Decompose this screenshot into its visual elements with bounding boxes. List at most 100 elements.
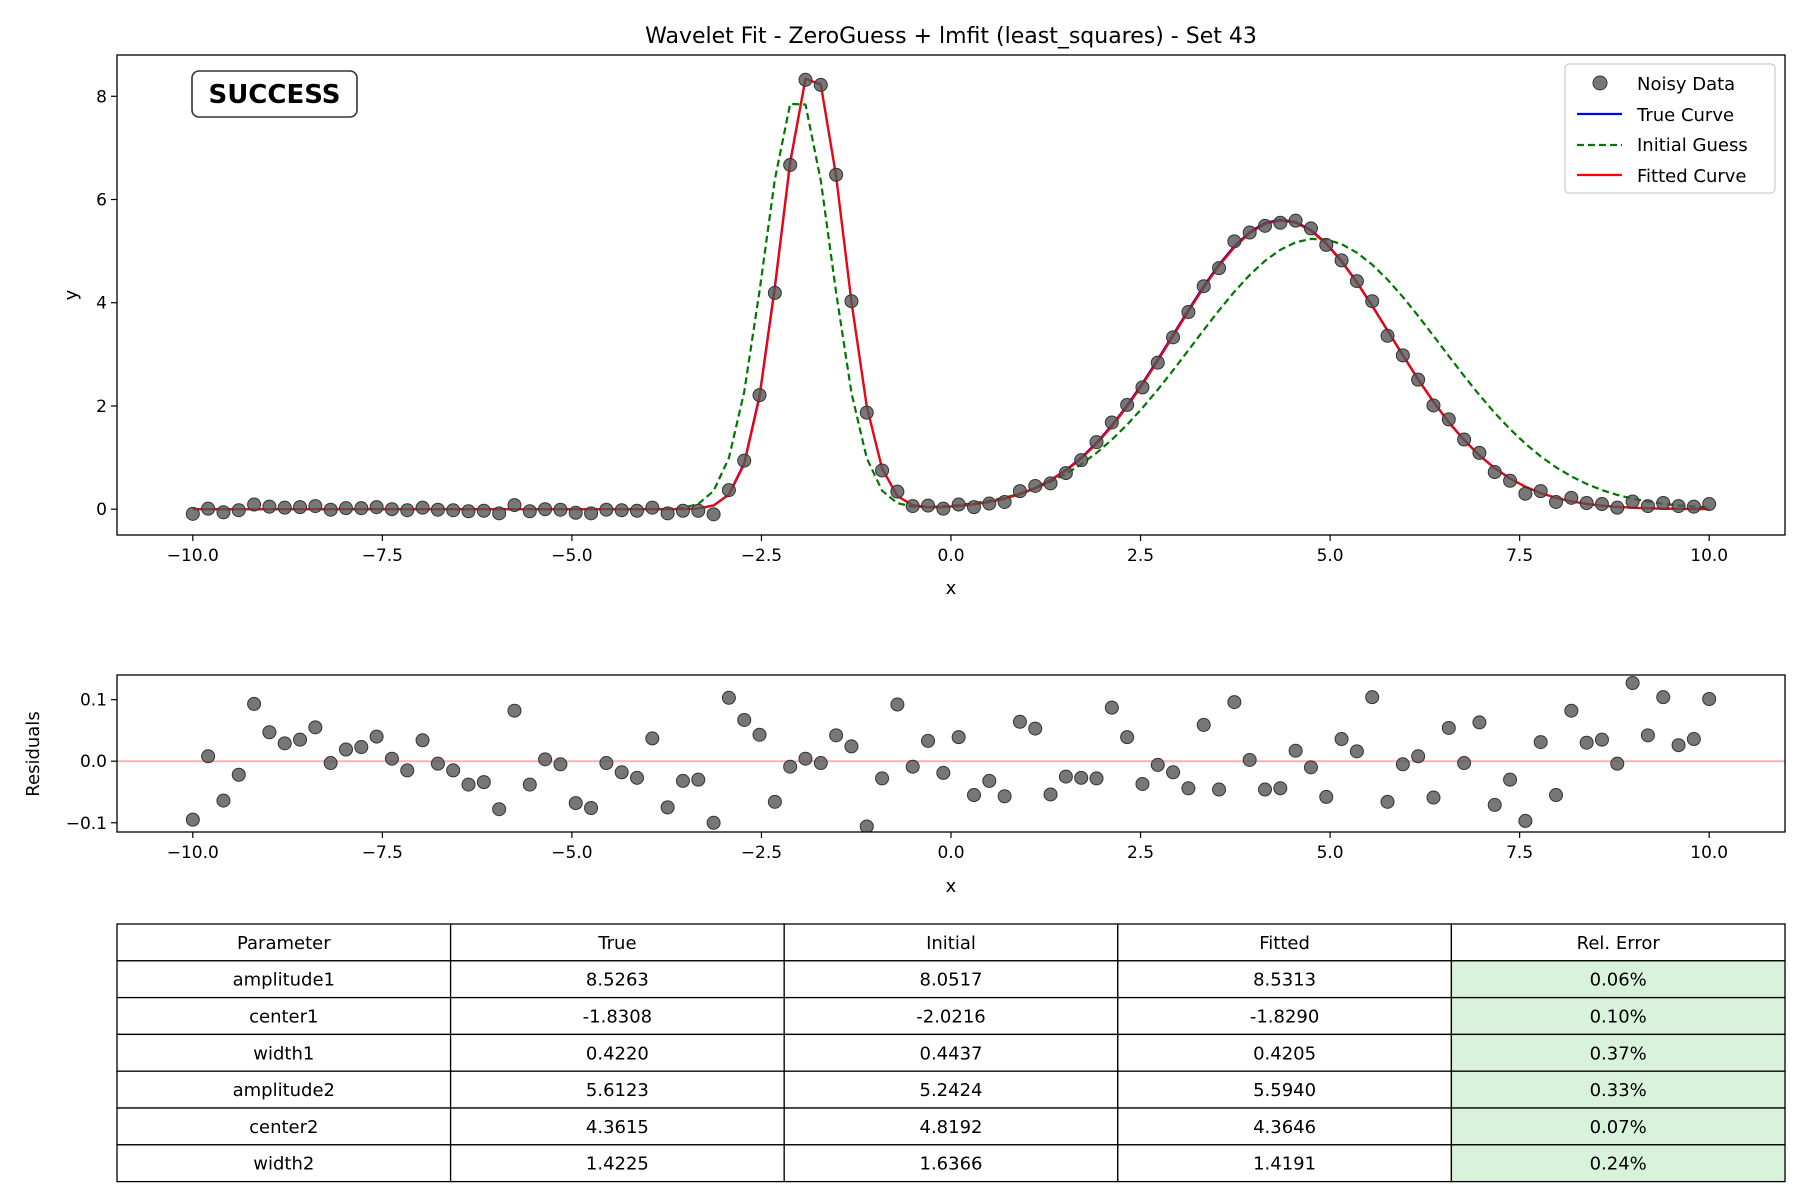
table-cell-text: 0.06% <box>1590 970 1647 991</box>
residual-point <box>890 697 905 712</box>
data-point <box>1594 497 1609 512</box>
true-curve-line <box>192 77 1710 511</box>
table-cell <box>449 1107 785 1146</box>
data-point <box>752 388 767 403</box>
legend: Noisy Data True Curve Initial Guess Fitt… <box>1564 63 1776 194</box>
residual-point <box>1028 721 1043 736</box>
data-point <box>1518 486 1533 501</box>
data-point <box>1472 445 1487 460</box>
data-point <box>1334 253 1349 268</box>
main-x-tick-label: 5.0 <box>1317 546 1344 566</box>
data-point <box>568 505 583 520</box>
residual-point <box>369 729 384 744</box>
data-point <box>1043 476 1058 491</box>
data-point <box>936 501 951 516</box>
residual-point <box>507 703 522 718</box>
data-point <box>660 506 675 521</box>
residual-point <box>752 727 767 742</box>
data-point <box>1640 499 1655 514</box>
residual-point <box>1349 744 1364 759</box>
residual-point <box>247 696 262 711</box>
table-cell-text: 8.5263 <box>586 970 649 991</box>
legend-marker-noisy-data <box>1592 75 1608 91</box>
main-x-tick-label: −10.0 <box>167 546 219 566</box>
residuals-x-tick-label: 2.5 <box>1127 843 1154 863</box>
residuals-y-tick-label: 0.0 <box>80 752 107 772</box>
data-point <box>1702 497 1717 512</box>
residual-point <box>1242 752 1257 767</box>
data-point <box>323 502 338 517</box>
residuals-plot-frame <box>116 674 1786 833</box>
table-cell-text: 8.0517 <box>920 970 983 991</box>
status-badge: SUCCESS <box>191 70 358 118</box>
data-point <box>1487 465 1502 480</box>
residuals-x-tick-label: −10.0 <box>167 843 219 863</box>
residual-point <box>844 739 859 754</box>
data-point <box>354 501 369 516</box>
data-point <box>1411 372 1426 387</box>
data-point <box>201 501 216 516</box>
data-point <box>415 500 430 515</box>
data-point <box>1120 397 1135 412</box>
data-point <box>905 499 920 514</box>
residuals-y-tick-label: 0.1 <box>80 691 107 711</box>
residual-point <box>1273 781 1288 796</box>
residuals-y-tick-label: −0.1 <box>66 814 107 834</box>
data-point <box>798 72 813 87</box>
data-point <box>1549 494 1564 509</box>
residual-point <box>216 793 231 808</box>
data-point <box>1257 218 1272 233</box>
table-cell <box>449 960 785 999</box>
data-point <box>216 505 231 520</box>
table-header-text: Fitted <box>1259 933 1310 954</box>
table-cell <box>783 1144 1119 1183</box>
residual-point <box>951 730 966 745</box>
table-cell <box>116 1070 452 1109</box>
table-cell <box>1117 996 1453 1036</box>
residual-point <box>1089 771 1104 786</box>
residual-point <box>1120 730 1135 745</box>
residual-point <box>1610 756 1625 771</box>
data-point <box>1579 496 1594 510</box>
residual-point <box>1196 717 1211 732</box>
residual-point <box>721 690 736 705</box>
table-cell-text: 0.33% <box>1590 1080 1647 1101</box>
residual-point <box>1625 676 1640 691</box>
table-cell-text: 4.3615 <box>586 1117 649 1138</box>
table-cell-text: 4.8192 <box>920 1117 983 1138</box>
residual-point <box>1395 757 1410 772</box>
residual-point <box>599 756 614 771</box>
data-point <box>1426 398 1441 413</box>
residual-point <box>1487 797 1502 812</box>
residual-point <box>1135 776 1150 791</box>
residual-point <box>737 712 752 727</box>
data-point <box>1303 221 1318 236</box>
table-cell <box>449 996 785 1036</box>
data-point <box>538 502 553 517</box>
data-point <box>1395 348 1410 363</box>
residual-point <box>415 733 430 748</box>
residuals-y-axis-label: Residuals <box>23 711 44 796</box>
data-point <box>599 502 614 517</box>
data-point <box>1564 490 1579 505</box>
main-y-tick-label: 0 <box>96 500 107 520</box>
residual-point <box>338 742 353 757</box>
residual-point <box>1303 760 1318 775</box>
data-point <box>844 294 859 309</box>
table-cell-text: 8.5313 <box>1253 970 1316 991</box>
data-point <box>630 503 645 518</box>
residual-point <box>1564 703 1579 718</box>
main-y-tick-label: 8 <box>96 87 107 107</box>
residual-point <box>798 751 813 766</box>
data-point <box>293 500 308 515</box>
table-header-cell <box>1117 923 1453 962</box>
residual-point <box>201 749 216 764</box>
residual-point <box>813 756 828 771</box>
data-point <box>1089 435 1104 450</box>
legend-label-noisy-data: Noisy Data <box>1637 74 1735 95</box>
residual-point <box>1212 782 1227 797</box>
main-plot-frame <box>116 54 1786 536</box>
main-plot: −10.0 −7.5 −5.0 −2.5 0.0 2.5 5.0 7.5 10.0 02468 … <box>61 54 1786 599</box>
residuals-x-tick-label: 7.5 <box>1506 843 1533 863</box>
